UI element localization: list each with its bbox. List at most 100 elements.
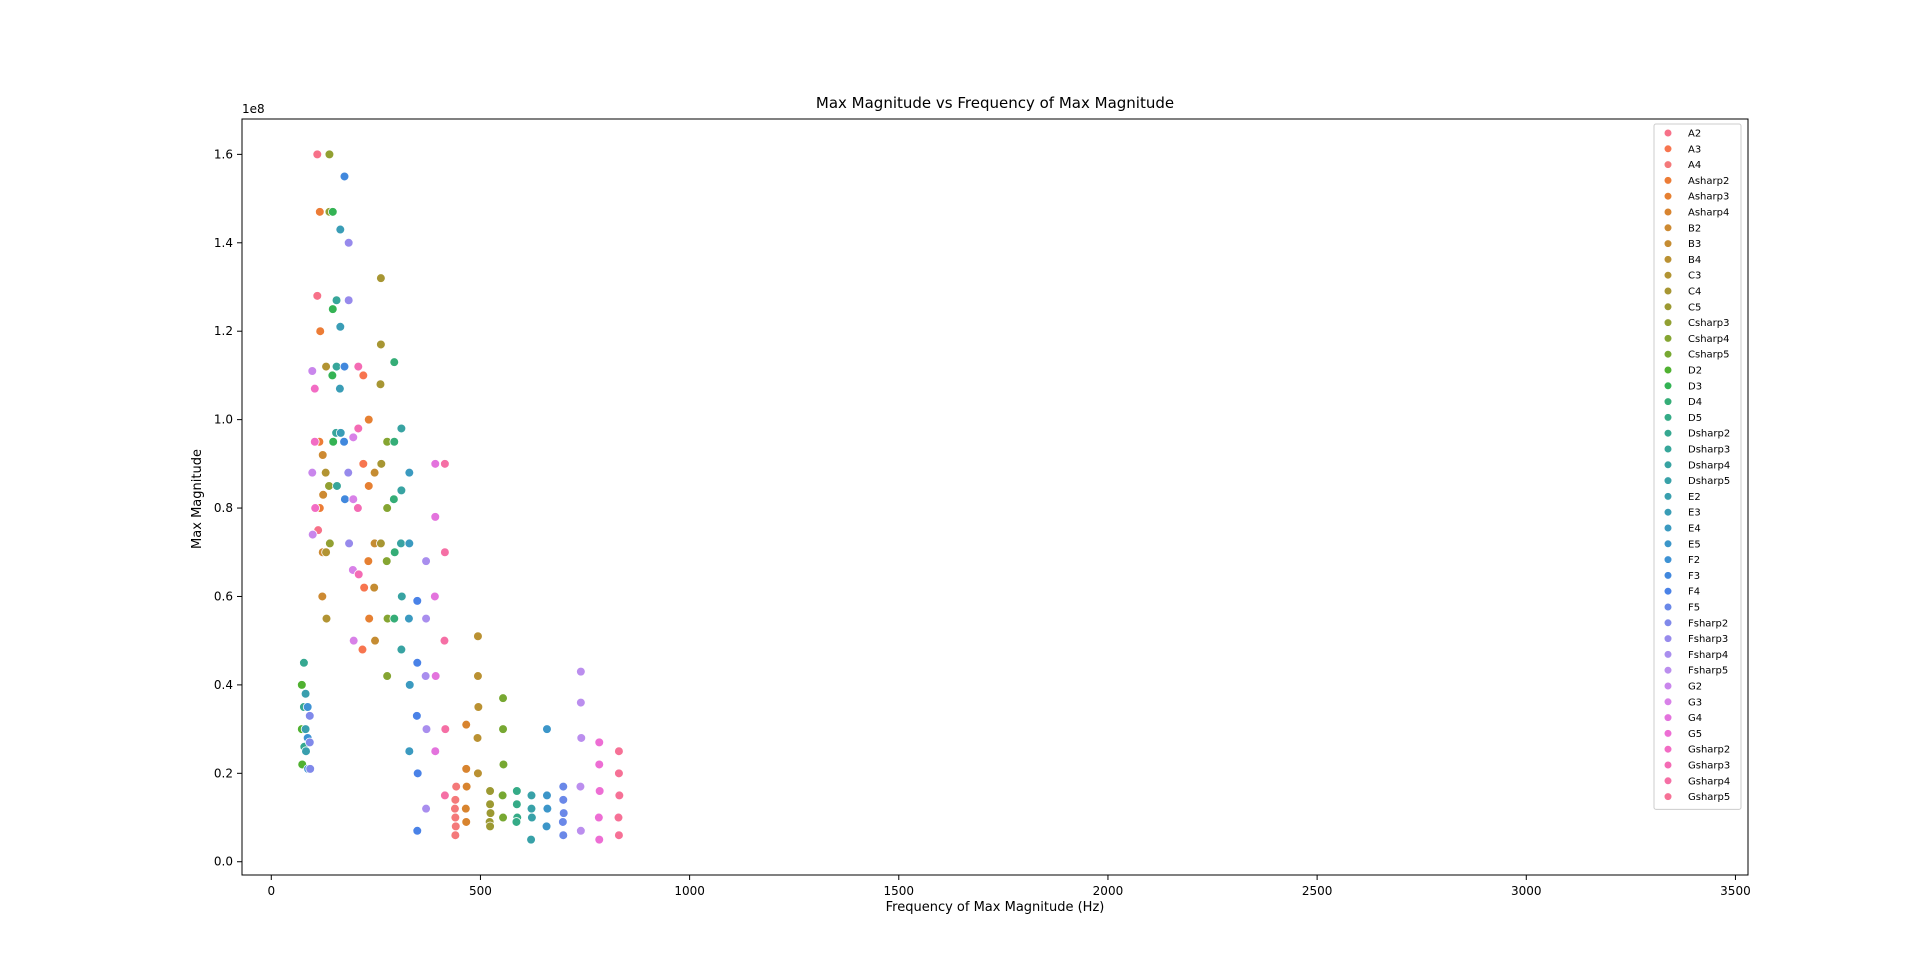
legend-entry-c4: C4 — [1663, 287, 1701, 298]
data-point — [332, 481, 342, 491]
data-point — [375, 379, 386, 390]
data-point — [430, 746, 441, 757]
plot-area: 0 500 1000 1500 2000 2500 3000 3500 0.0 0.2 0.4 0.6… — [214, 118, 1751, 898]
legend-entry-csharp5: Csharp5 — [1663, 350, 1729, 361]
legend-label: Fsharp3 — [1688, 634, 1728, 645]
legend-marker — [1663, 350, 1673, 359]
x-tick-label: 1500 — [884, 884, 915, 898]
y-axis-label: Max Magnitude — [190, 449, 205, 549]
data-point — [473, 768, 483, 779]
legend-marker — [1663, 697, 1673, 706]
data-point — [412, 825, 423, 836]
legend-marker — [1663, 460, 1673, 469]
y-tick-label: 0.2 — [214, 766, 233, 780]
legend-entry-asharp3: Asharp3 — [1663, 192, 1729, 203]
legend-marker — [1663, 539, 1673, 548]
legend-entry-dsharp3: Dsharp3 — [1663, 445, 1730, 456]
data-point — [498, 693, 508, 703]
data-point — [396, 538, 406, 549]
legend-entry-e2: E2 — [1663, 492, 1701, 503]
legend-entry-csharp3: Csharp3 — [1663, 318, 1729, 329]
series-c3 — [320, 361, 332, 624]
legend-marker — [1663, 476, 1673, 485]
data-point — [404, 467, 415, 478]
legend-marker — [1663, 334, 1673, 343]
data-point — [389, 547, 400, 558]
series-a2 — [312, 149, 323, 535]
data-point — [594, 786, 605, 796]
data-point — [317, 450, 328, 460]
data-point — [498, 724, 508, 734]
data-point — [297, 680, 307, 690]
legend-label: Asharp4 — [1688, 208, 1729, 219]
data-point — [376, 273, 386, 283]
data-point — [440, 547, 450, 558]
legend-marker — [1663, 713, 1673, 722]
series-gsharp4 — [439, 459, 451, 801]
data-point — [321, 613, 332, 624]
legend-label: G2 — [1688, 682, 1702, 693]
data-point — [331, 361, 342, 372]
legend-label: Gsharp5 — [1688, 792, 1730, 803]
legend-marker — [1663, 523, 1673, 533]
legend-marker — [1663, 634, 1673, 643]
legend-label: Dsharp4 — [1688, 460, 1730, 471]
legend-label: E4 — [1688, 524, 1701, 535]
series-a4 — [450, 781, 461, 841]
legend-marker — [1663, 223, 1673, 232]
y-tick-label: 0.6 — [214, 589, 233, 603]
legend-entry-a2: A2 — [1663, 129, 1701, 140]
data-point — [327, 207, 338, 217]
legend-label: Fsharp4 — [1688, 650, 1728, 661]
legend-entry-f4: F4 — [1663, 587, 1700, 598]
series-c4 — [375, 273, 387, 549]
legend-marker — [1663, 618, 1673, 627]
legend-label: D2 — [1688, 366, 1702, 377]
data-point — [389, 436, 400, 447]
data-point — [299, 657, 309, 668]
data-point — [364, 613, 374, 624]
series-csharp3 — [324, 149, 335, 549]
data-point — [485, 808, 496, 818]
x-tick-label: 0 — [267, 884, 275, 898]
legend-label: F4 — [1688, 587, 1700, 598]
data-point — [335, 224, 346, 235]
legend-entry-dsharp2: Dsharp2 — [1663, 429, 1730, 440]
legend-label: C4 — [1688, 287, 1701, 298]
data-point — [498, 759, 509, 770]
legend-entry-dsharp4: Dsharp4 — [1663, 460, 1730, 471]
data-point — [343, 467, 354, 478]
legend-label: Dsharp2 — [1688, 429, 1730, 440]
legend-entry-asharp4: Asharp4 — [1663, 208, 1729, 219]
y-tick-label: 0.8 — [214, 501, 233, 515]
legend-entry-gsharp3: Gsharp3 — [1663, 761, 1730, 772]
y-tick-label: 1.2 — [214, 324, 233, 338]
data-point — [309, 383, 320, 394]
data-point — [339, 171, 350, 182]
legend-label: G5 — [1688, 729, 1702, 740]
data-point — [396, 485, 407, 496]
data-point — [305, 764, 315, 774]
legend-label: F5 — [1688, 603, 1700, 614]
series-g4 — [430, 459, 441, 757]
data-point — [576, 697, 586, 708]
data-point — [357, 644, 368, 655]
data-point — [382, 671, 392, 681]
legend-entry-fsharp4: Fsharp4 — [1663, 650, 1728, 661]
legend-marker — [1663, 650, 1673, 659]
legend-label: Csharp4 — [1688, 334, 1729, 345]
legend-entry-fsharp2: Fsharp2 — [1663, 618, 1728, 629]
legend-label: E2 — [1688, 492, 1701, 503]
legend-entry-g5: G5 — [1663, 729, 1702, 740]
data-point — [542, 790, 552, 801]
data-point — [473, 631, 483, 642]
data-point — [430, 459, 441, 469]
data-point — [307, 467, 318, 478]
y-offset-text: 1e8 — [242, 102, 265, 116]
data-point — [473, 702, 484, 712]
legend-entry-d3: D3 — [1663, 381, 1702, 392]
data-point — [325, 538, 335, 549]
data-point — [594, 812, 604, 823]
data-point — [327, 370, 338, 381]
series-dsharp5 — [526, 790, 537, 845]
